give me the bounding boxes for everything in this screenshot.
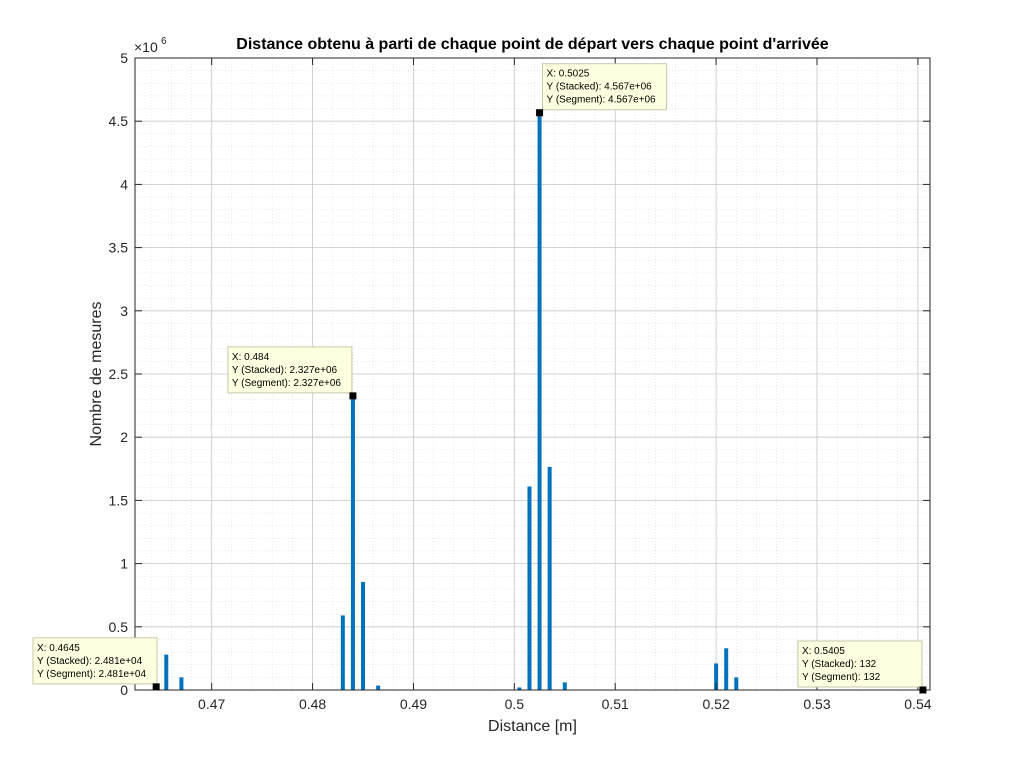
x-tick-label: 0.5 bbox=[505, 696, 525, 712]
y-tick-label: 2.5 bbox=[109, 366, 129, 382]
datatip-text: Y (Segment): 2.327e+06 bbox=[232, 378, 341, 389]
y-tick-label: 0.5 bbox=[109, 619, 129, 635]
histogram-bar bbox=[724, 648, 728, 690]
datatip-text: X: 0.4645 bbox=[37, 643, 80, 654]
datatip-text: X: 0.5405 bbox=[802, 646, 845, 657]
y-tick-label: 4 bbox=[120, 176, 128, 192]
datatip-text: Y (Stacked): 2.327e+06 bbox=[232, 365, 338, 376]
datatip-text: Y (Stacked): 2.481e+04 bbox=[37, 656, 143, 667]
x-axis-label: Distance [m] bbox=[488, 718, 577, 735]
y-tick-label: 5 bbox=[120, 50, 128, 66]
y-axis-label: Nombre de mesures bbox=[88, 302, 105, 447]
y-tick-label: 0 bbox=[120, 682, 128, 698]
datatip: X: 0.5025 Y (Stacked): 4.567e+06 Y (Segmen… bbox=[536, 64, 667, 117]
chart-title: Distance obtenu à parti de chaque point … bbox=[236, 36, 828, 53]
x-tick-label: 0.47 bbox=[198, 696, 225, 712]
histogram-bar bbox=[376, 686, 380, 690]
y-tick-label: 4.5 bbox=[109, 113, 129, 129]
x-tick-label: 0.49 bbox=[400, 696, 427, 712]
histogram-bar bbox=[179, 677, 183, 690]
x-tick-label: 0.53 bbox=[803, 696, 830, 712]
histogram-bar bbox=[527, 486, 531, 690]
datatip: X: 0.5405 Y (Stacked): 132 Y (Segment): 13… bbox=[798, 641, 927, 694]
y-tick-label: 2 bbox=[120, 429, 128, 445]
datatip-text: Y (Stacked): 4.567e+06 bbox=[547, 82, 653, 93]
datatip-text: X: 0.5025 bbox=[547, 69, 590, 80]
histogram-bar bbox=[164, 655, 168, 690]
x-tick-label: 0.54 bbox=[904, 696, 931, 712]
histogram-bar bbox=[351, 396, 355, 690]
histogram-bar bbox=[361, 582, 365, 690]
datatip-marker bbox=[153, 683, 160, 690]
x-tick-label: 0.52 bbox=[702, 696, 729, 712]
y-exponent-power: 6 bbox=[161, 36, 167, 47]
y-exponent-base: ×10 bbox=[134, 39, 158, 55]
datatip-text: Y (Segment): 4.567e+06 bbox=[547, 95, 656, 106]
histogram-bar bbox=[548, 467, 552, 690]
datatip-text: Y (Segment): 132 bbox=[802, 672, 881, 683]
y-tick-label: 3 bbox=[120, 303, 128, 319]
y-tick-label: 3.5 bbox=[109, 240, 129, 256]
datatip-text: X: 0.484 bbox=[232, 352, 270, 363]
datatip-text: Y (Stacked): 132 bbox=[802, 659, 877, 670]
datatip-marker bbox=[536, 109, 543, 116]
datatip-text: Y (Segment): 2.481e+04 bbox=[37, 669, 146, 680]
datatip: X: 0.4645 Y (Stacked): 2.481e+04 Y (Segmen… bbox=[33, 638, 160, 691]
x-tick-label: 0.51 bbox=[602, 696, 629, 712]
datatip-marker bbox=[919, 686, 926, 693]
histogram-bar bbox=[563, 682, 567, 690]
histogram-bar bbox=[341, 615, 345, 690]
histogram-bar bbox=[734, 677, 738, 690]
datatip: X: 0.484 Y (Stacked): 2.327e+06 Y (Segment… bbox=[228, 347, 357, 400]
y-tick-label: 1 bbox=[120, 556, 128, 572]
histogram-bar bbox=[538, 113, 542, 690]
datatip-marker bbox=[349, 392, 356, 399]
y-tick-label: 1.5 bbox=[109, 492, 129, 508]
x-tick-label: 0.48 bbox=[299, 696, 326, 712]
